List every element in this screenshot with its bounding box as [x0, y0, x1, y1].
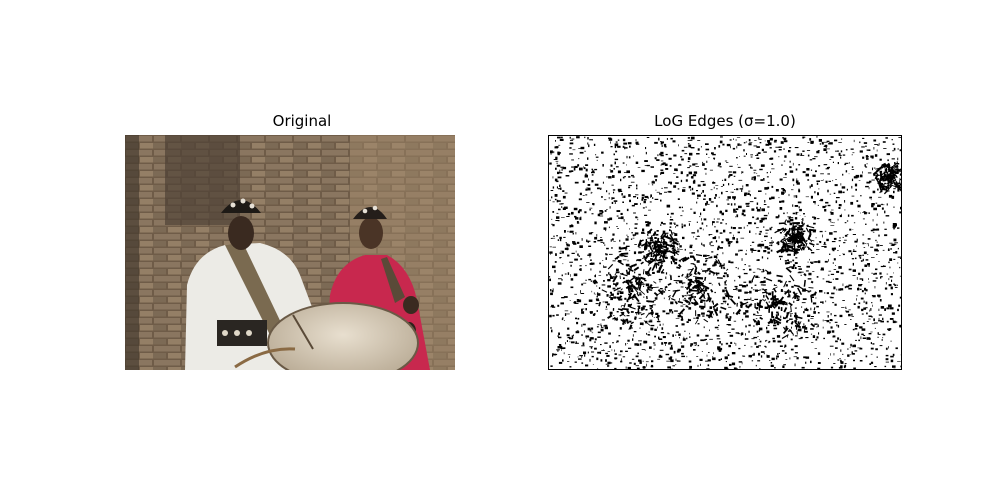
original-panel-title: Original — [272, 112, 332, 130]
original-photo — [125, 135, 479, 370]
log-edges-image — [548, 135, 902, 370]
original-photo-image — [125, 135, 479, 370]
edges-panel-title: LoG Edges (σ=1.0) — [654, 112, 796, 130]
log-edges-canvas — [549, 136, 901, 369]
